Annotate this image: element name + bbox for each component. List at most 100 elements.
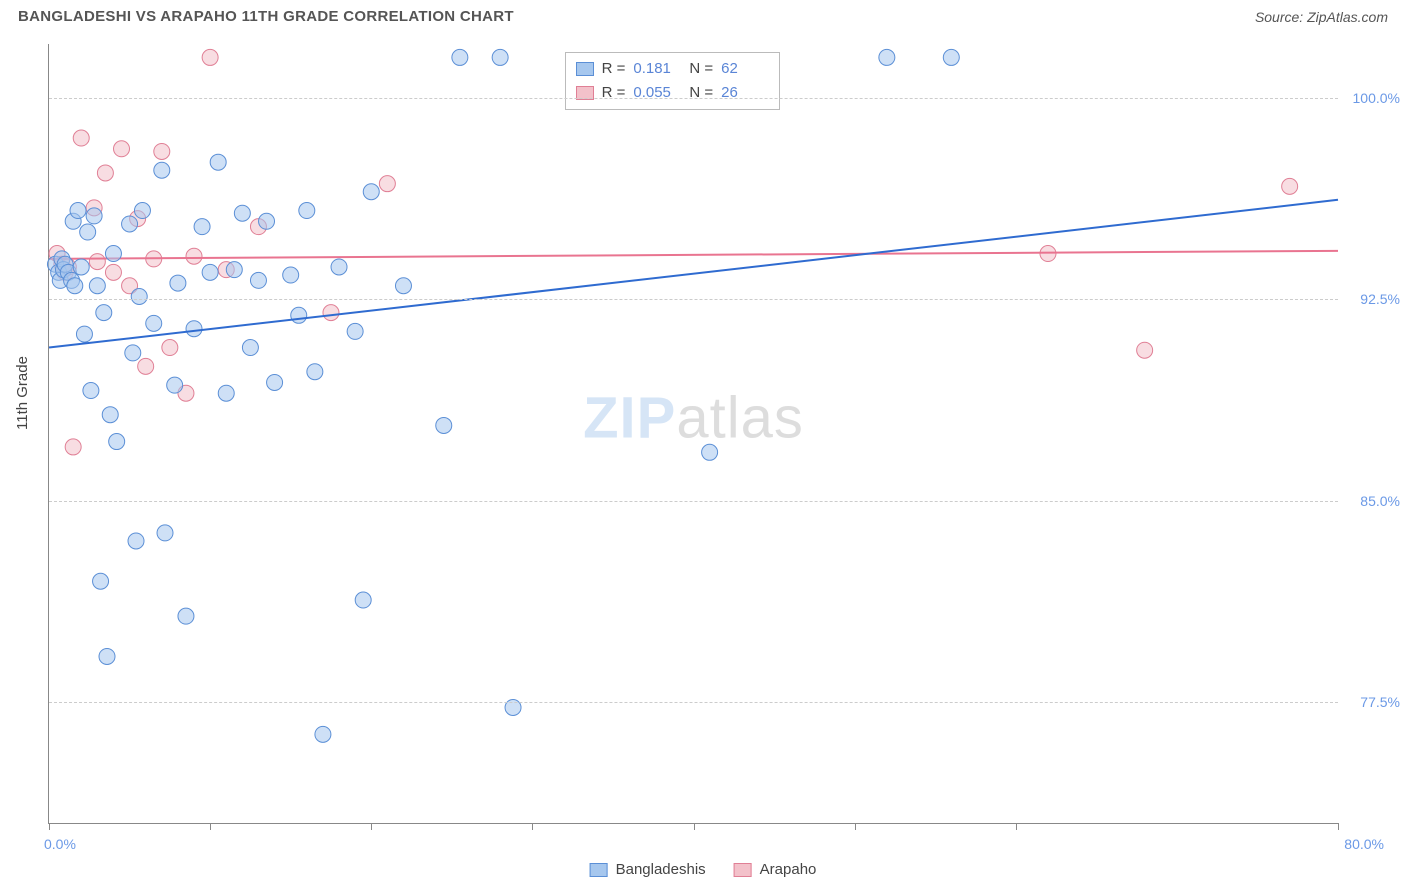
gridline	[49, 98, 1338, 99]
swatch-series-a-bottom	[590, 863, 608, 877]
x-tick	[371, 823, 372, 830]
series-b-point	[323, 305, 339, 321]
y-axis-label: 11th Grade	[14, 356, 31, 430]
series-a-point	[93, 573, 109, 589]
series-a-point	[122, 216, 138, 232]
series-a-point	[202, 264, 218, 280]
swatch-series-b-bottom	[734, 863, 752, 877]
series-legend: Bangladeshis Arapaho	[590, 861, 817, 878]
x-tick	[694, 823, 695, 830]
x-tick	[855, 823, 856, 830]
series-a-point	[128, 533, 144, 549]
swatch-series-a	[576, 62, 594, 76]
series-b-point	[105, 264, 121, 280]
series-a-point	[267, 374, 283, 390]
series-a-point	[96, 305, 112, 321]
series-a-point	[146, 315, 162, 331]
series-a-point	[67, 278, 83, 294]
series-a-point	[167, 377, 183, 393]
series-b-point	[186, 248, 202, 264]
legend-row-series-a: R = 0.181 N = 62	[576, 57, 770, 81]
series-a-point	[105, 246, 121, 262]
series-a-point	[157, 525, 173, 541]
series-a-point	[492, 49, 508, 65]
series-b-point	[162, 340, 178, 356]
x-tick	[1338, 823, 1339, 830]
series-b-trendline	[49, 251, 1338, 259]
x-axis-min-label: 0.0%	[44, 836, 76, 852]
series-a-point	[70, 203, 86, 219]
series-a-point	[99, 648, 115, 664]
series-b-point	[1282, 178, 1298, 194]
series-a-point	[134, 203, 150, 219]
legend-label-series-b: Arapaho	[760, 861, 817, 878]
series-a-point	[125, 345, 141, 361]
plot-area: ZIPatlas R = 0.181 N = 62 R = 0.055 N = …	[48, 44, 1338, 824]
x-axis-max-label: 80.0%	[1344, 836, 1384, 852]
series-a-point	[109, 434, 125, 450]
series-b-point	[65, 439, 81, 455]
series-a-point	[226, 262, 242, 278]
legend-row-series-b: R = 0.055 N = 26	[576, 81, 770, 105]
series-a-point	[283, 267, 299, 283]
x-tick	[532, 823, 533, 830]
series-a-point	[291, 307, 307, 323]
y-tick-label: 77.5%	[1344, 694, 1400, 710]
series-a-point	[315, 726, 331, 742]
source-label: Source: ZipAtlas.com	[1255, 9, 1388, 25]
series-a-point	[73, 259, 89, 275]
series-a-point	[89, 278, 105, 294]
legend-label-series-a: Bangladeshis	[616, 861, 706, 878]
series-a-point	[210, 154, 226, 170]
series-a-point	[102, 407, 118, 423]
series-a-point	[259, 213, 275, 229]
scatter-svg	[49, 44, 1338, 823]
gridline	[49, 299, 1338, 300]
series-a-point	[436, 417, 452, 433]
y-tick-label: 85.0%	[1344, 493, 1400, 509]
series-b-point	[202, 49, 218, 65]
series-b-point	[73, 130, 89, 146]
x-tick	[210, 823, 211, 830]
x-tick	[1016, 823, 1017, 830]
series-b-point	[89, 254, 105, 270]
series-a-point	[178, 608, 194, 624]
series-a-point	[452, 49, 468, 65]
legend-item-series-a: Bangladeshis	[590, 861, 706, 878]
y-tick-label: 92.5%	[1344, 291, 1400, 307]
series-a-point	[154, 162, 170, 178]
series-a-point	[347, 323, 363, 339]
series-a-point	[76, 326, 92, 342]
series-a-point	[234, 205, 250, 221]
series-a-point	[299, 203, 315, 219]
series-a-point	[702, 444, 718, 460]
series-b-point	[1137, 342, 1153, 358]
series-a-point	[186, 321, 202, 337]
series-b-point	[154, 143, 170, 159]
series-a-point	[218, 385, 234, 401]
series-b-point	[138, 358, 154, 374]
series-b-point	[97, 165, 113, 181]
series-a-point	[194, 219, 210, 235]
series-a-point	[250, 272, 266, 288]
series-a-point	[355, 592, 371, 608]
series-a-point	[307, 364, 323, 380]
series-a-point	[395, 278, 411, 294]
x-tick	[49, 823, 50, 830]
y-tick-label: 100.0%	[1344, 90, 1400, 106]
series-a-point	[80, 224, 96, 240]
series-b-point	[114, 141, 130, 157]
series-a-point	[242, 340, 258, 356]
series-a-point	[363, 184, 379, 200]
series-a-point	[131, 289, 147, 305]
correlation-legend: R = 0.181 N = 62 R = 0.055 N = 26	[565, 52, 781, 110]
series-a-point	[331, 259, 347, 275]
series-a-point	[943, 49, 959, 65]
series-a-point	[879, 49, 895, 65]
series-a-point	[170, 275, 186, 291]
legend-item-series-b: Arapaho	[734, 861, 817, 878]
series-a-point	[86, 208, 102, 224]
chart-title: BANGLADESHI VS ARAPAHO 11TH GRADE CORREL…	[18, 8, 514, 25]
series-a-point	[83, 383, 99, 399]
gridline	[49, 702, 1338, 703]
